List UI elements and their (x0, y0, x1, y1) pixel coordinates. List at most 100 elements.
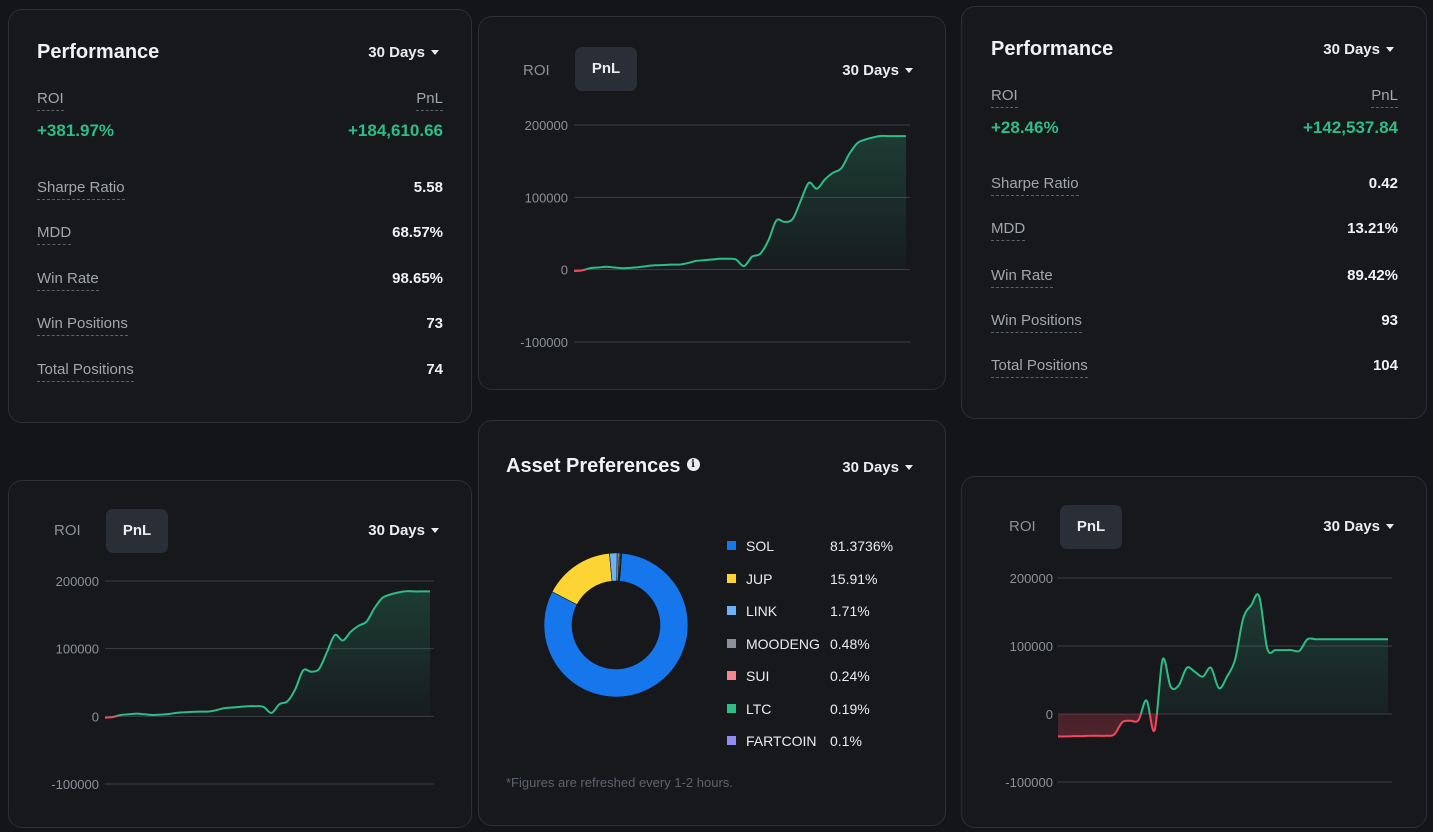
stat-value-sharpe: 0.42 (1368, 175, 1398, 192)
stat-value-total-positions: 104 (1372, 357, 1398, 374)
stat-label-sharpe: Sharpe Ratio (991, 175, 1079, 196)
stat-value-mdd: 68.57% (392, 224, 443, 241)
stat-value-total-positions: 74 (426, 361, 443, 378)
y-tick-label: -100000 (1005, 775, 1053, 790)
caret-down-icon (1386, 46, 1394, 52)
legend-swatch (727, 736, 736, 745)
caret-down-icon (431, 527, 439, 533)
pnl-label: PnL (416, 90, 443, 111)
stat-value-win-positions: 93 (1381, 312, 1398, 329)
y-tick-label: 100000 (56, 642, 99, 657)
stat-label-total-positions: Total Positions (37, 361, 134, 382)
donut-slice-sol (543, 552, 689, 698)
tab-pnl[interactable]: PnL (106, 509, 168, 553)
period-label: 30 Days (842, 459, 899, 476)
asset-donut-chart (543, 552, 689, 698)
pnl-area-positive (584, 135, 906, 270)
stat-label-win-positions: Win Positions (37, 315, 128, 336)
stat-label-sharpe: Sharpe Ratio (37, 179, 125, 200)
legend-percent-jup: 15.91% (830, 570, 878, 587)
pnl-series-line-positive (580, 134, 906, 270)
pnl-area-negative (1058, 714, 1388, 737)
donut-slice-fartcoin (618, 552, 623, 582)
period-label: 30 Days (842, 62, 899, 79)
roi-label: ROI (37, 90, 64, 111)
refresh-note: *Figures are refreshed every 1-2 hours. (506, 775, 733, 790)
stat-value-win-positions: 73 (426, 315, 443, 332)
legend-swatch (727, 606, 736, 615)
tab-pnl[interactable]: PnL (1060, 505, 1122, 549)
legend-swatch (727, 541, 736, 550)
legend-swatch (727, 573, 736, 583)
roi-value: +28.46% (991, 118, 1059, 137)
legend-swatch (727, 638, 736, 648)
caret-down-icon (431, 49, 439, 55)
pnl-label: PnL (1371, 87, 1398, 108)
y-tick-label: 200000 (1010, 571, 1053, 586)
info-icon[interactable]: i (686, 458, 700, 472)
period-dropdown[interactable]: 30 Days (368, 522, 439, 539)
caret-down-icon (905, 464, 913, 470)
legend-label-sui: SUI (746, 668, 770, 684)
y-tick-label: 200000 (56, 574, 99, 589)
legend-label-fartcoin: FARTCOIN (746, 733, 817, 749)
y-tick-label: 0 (561, 263, 568, 278)
roi-value: +381.97% (37, 121, 115, 140)
legend-label-jup: JUP (746, 570, 773, 587)
pnl-value: +142,537.84 (1302, 118, 1398, 137)
tab-roi[interactable]: ROI (1009, 518, 1036, 535)
asset-preferences-card: Asset Preferences i 30 Days SOL 81.3736% JU… (478, 420, 946, 826)
legend-label-link: LINK (746, 603, 778, 619)
period-label: 30 Days (368, 44, 425, 61)
y-tick-label: 0 (92, 709, 99, 724)
y-tick-label: 0 (1046, 707, 1053, 722)
performance-card-right: Performance 30 Days ROI PnL +28.46% +142… (961, 6, 1427, 419)
legend-percent-ltc: 0.19% (830, 700, 870, 717)
y-tick-label: -100000 (520, 335, 568, 350)
stat-label-win-positions: Win Positions (991, 312, 1082, 333)
pnl-series-line-negative (1057, 714, 1158, 738)
period-dropdown[interactable]: 30 Days (1323, 518, 1394, 535)
tab-pnl[interactable]: PnL (575, 47, 637, 91)
pnl-line-chart: 200000 100000 0 -100000 (1005, 571, 1392, 790)
pnl-chart-card-bottom-right: ROI PnL 30 Days 200000 100000 0 -100000 (961, 476, 1427, 828)
pnl-value: +184,610.66 (347, 121, 443, 140)
pnl-area-positive (105, 591, 430, 717)
legend-percent-sol: 81.3736% (830, 538, 894, 554)
period-dropdown[interactable]: 30 Days (1323, 41, 1394, 58)
stat-label-mdd: MDD (991, 220, 1026, 241)
legend-percent-sui: 0.24% (830, 668, 870, 684)
tab-roi[interactable]: ROI (523, 62, 550, 79)
period-dropdown[interactable]: 30 Days (842, 459, 913, 476)
pnl-area-positive (1058, 594, 1388, 714)
caret-down-icon (1386, 523, 1394, 529)
period-dropdown[interactable]: 30 Days (842, 62, 913, 79)
legend-label-sol: SOL (746, 538, 775, 554)
period-label: 30 Days (1323, 518, 1380, 535)
y-tick-label: 200000 (525, 118, 568, 133)
pnl-line-chart: 200000 100000 0 -100000 (520, 118, 910, 350)
performance-title: Performance (37, 41, 160, 63)
y-tick-label: 100000 (1010, 639, 1053, 654)
pnl-chart-card-top: ROI PnL 30 Days 200000 100000 0 -100000 (478, 16, 946, 390)
stat-value-mdd: 13.21% (1347, 220, 1398, 237)
period-label: 30 Days (1323, 41, 1380, 58)
legend-label-ltc: LTC (746, 700, 772, 717)
legend-percent-link: 1.71% (830, 603, 870, 619)
caret-down-icon (905, 67, 913, 73)
asset-preferences-title: Asset Preferences i (506, 455, 700, 478)
period-label: 30 Days (368, 522, 425, 539)
period-dropdown[interactable]: 30 Days (368, 44, 439, 61)
pnl-series-line-positive (110, 590, 430, 717)
legend-swatch (727, 703, 736, 713)
tab-roi[interactable]: ROI (54, 522, 81, 539)
pnl-chart-card-bottom-left: ROI PnL 30 Days 200000 100000 0 -100000 (8, 480, 472, 828)
stat-value-win-rate: 98.65% (392, 270, 443, 287)
legend-percent-moodeng: 0.48% (830, 635, 870, 652)
stat-label-win-rate: Win Rate (37, 270, 99, 291)
stat-label-total-positions: Total Positions (991, 357, 1088, 378)
legend-swatch (727, 671, 736, 680)
legend-percent-fartcoin: 0.1% (830, 733, 862, 749)
roi-label: ROI (991, 87, 1018, 108)
asset-preferences-label: Asset Preferences (506, 455, 681, 477)
